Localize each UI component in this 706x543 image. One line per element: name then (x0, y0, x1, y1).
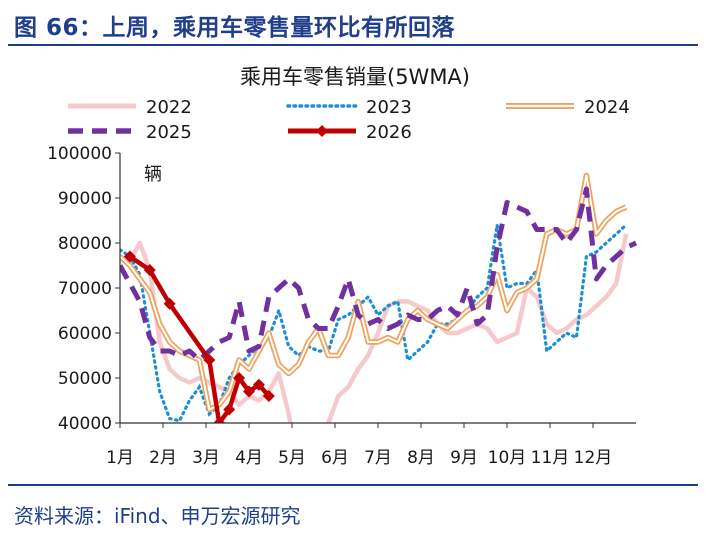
point-2026 (233, 372, 246, 384)
point-2026 (203, 354, 216, 366)
legend-label: 2026 (366, 122, 412, 143)
source-note: 资料来源：iFind、申万宏源研究 (14, 504, 301, 528)
point-2026 (252, 378, 265, 391)
x-tick-label: 12月 (574, 448, 613, 468)
legend-item-2025: 2025 (68, 122, 192, 143)
y-tick-label: 100000 (47, 144, 112, 164)
series-2023 (120, 223, 628, 423)
point-2026 (262, 390, 275, 402)
x-tick-label: 2月 (149, 448, 177, 468)
chart-title: 乘用车零售销量(5WMA) (240, 65, 470, 89)
legend-item-2023: 2023 (286, 97, 412, 118)
axes: 40000 50000 60000 70000 80000 90000 100000 1月 2月… (47, 144, 636, 468)
y-tick-label: 70000 (58, 279, 112, 299)
point-2026 (163, 297, 176, 310)
series-line-2026 (128, 254, 271, 423)
y-tick-label: 50000 (58, 369, 112, 389)
title-rule (8, 44, 698, 46)
legend-label: 2022 (146, 97, 192, 118)
series-layer (120, 172, 638, 423)
y-tick-label: 60000 (58, 324, 112, 344)
y-tick-label: 90000 (58, 189, 112, 209)
point-2026 (223, 403, 236, 416)
legend-label: 2025 (146, 122, 192, 143)
legend-item-2024: 2024 (506, 97, 630, 118)
x-tick-label: 4月 (235, 448, 263, 468)
legend-item-2022: 2022 (68, 97, 192, 118)
legend-label: 2023 (366, 97, 412, 118)
x-tick-label: 7月 (364, 448, 392, 468)
series-2022 (120, 233, 629, 423)
series-line-2024 (120, 172, 628, 413)
x-tick-label: 5月 (278, 448, 306, 468)
x-tick-label: 1月 (106, 448, 134, 468)
point-2026 (213, 417, 226, 423)
point-2026 (243, 385, 255, 398)
x-tick-label: 3月 (192, 448, 220, 468)
point-2026 (123, 250, 136, 263)
x-tick-label: 6月 (321, 448, 349, 468)
y-tick-label: 80000 (58, 234, 112, 254)
y-unit-label: 辆 (144, 164, 162, 185)
series-2026 (123, 250, 275, 423)
x-tick-label: 8月 (407, 448, 435, 468)
series-line-2023 (120, 223, 628, 423)
series-line-2022 (120, 233, 629, 423)
source-rule (8, 484, 698, 486)
figure-title: 图 66：上周，乘用车零售量环比有所回落 (14, 15, 456, 41)
x-tick-label: 9月 (450, 448, 478, 468)
legend-item-2026: 2026 (288, 122, 412, 143)
legend-label: 2024 (584, 97, 630, 118)
series-2024 (120, 172, 628, 413)
legend: 2022 2023 2024 2025 2026 (68, 97, 630, 143)
x-tick-label: 10月 (488, 448, 527, 468)
y-tick-label: 40000 (58, 414, 112, 434)
point-2026 (143, 264, 156, 276)
x-tick-label: 11月 (531, 448, 570, 468)
series-line-inner-2024 (120, 174, 627, 411)
legend-marker (316, 125, 328, 137)
